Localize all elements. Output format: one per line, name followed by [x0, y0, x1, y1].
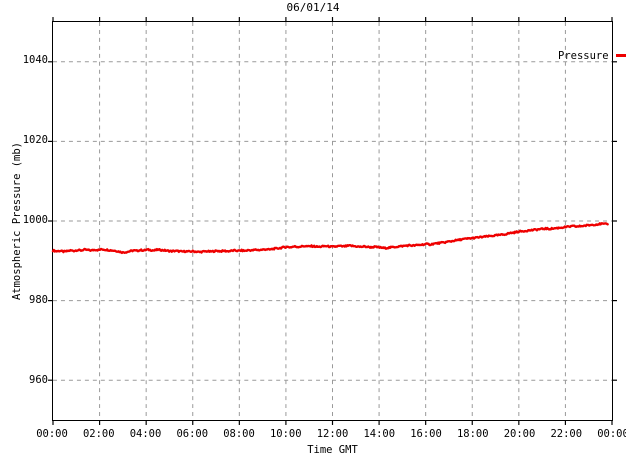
x-axis-title: Time GMT — [307, 444, 358, 456]
legend-item-pressure-label: Pressure — [558, 49, 609, 62]
x-axis-tick-label: 00:00 — [36, 428, 68, 440]
legend: Pressure — [558, 47, 626, 64]
x-axis-tick-label: 18:00 — [456, 428, 489, 440]
data-line-pressure — [51, 222, 609, 255]
x-axis-tick-label: 02:00 — [82, 428, 115, 440]
gridlines-layer — [48, 17, 617, 425]
y-axis-tick-label: 1020 — [22, 134, 48, 146]
legend-item-pressure-swatch — [615, 54, 626, 57]
y-axis-tick-label: 1000 — [22, 214, 48, 226]
x-axis-tick-label: 22:00 — [550, 428, 583, 440]
data-series-layer — [51, 222, 609, 255]
y-axis-tick-label: 1040 — [22, 54, 48, 66]
x-axis-tick-label: 14:00 — [363, 428, 396, 440]
y-axis-title: Atmospheric Pressure (mb) — [11, 141, 23, 301]
chart-title: 06/01/14 — [286, 1, 340, 14]
x-axis-tick-label: 12:00 — [316, 428, 349, 440]
y-axis-tick-label: 980 — [29, 294, 48, 306]
y-axis-tick-labels: 960 980 1000 1020 1040 — [0, 0, 48, 459]
y-axis-tick-label: 960 — [29, 374, 48, 386]
x-axis-tick-label: 00:00 — [597, 428, 626, 440]
x-axis-tick-label: 06:00 — [176, 428, 209, 440]
x-axis-tick-label: 16:00 — [410, 428, 442, 440]
x-axis-tick-label: 10:00 — [269, 428, 302, 440]
plot-area: Pressure — [48, 17, 626, 425]
x-axis-tick-label: 08:00 — [223, 428, 255, 440]
x-axis-tick-label: 20:00 — [503, 428, 536, 440]
x-axis-tick-label: 04:00 — [129, 428, 162, 440]
